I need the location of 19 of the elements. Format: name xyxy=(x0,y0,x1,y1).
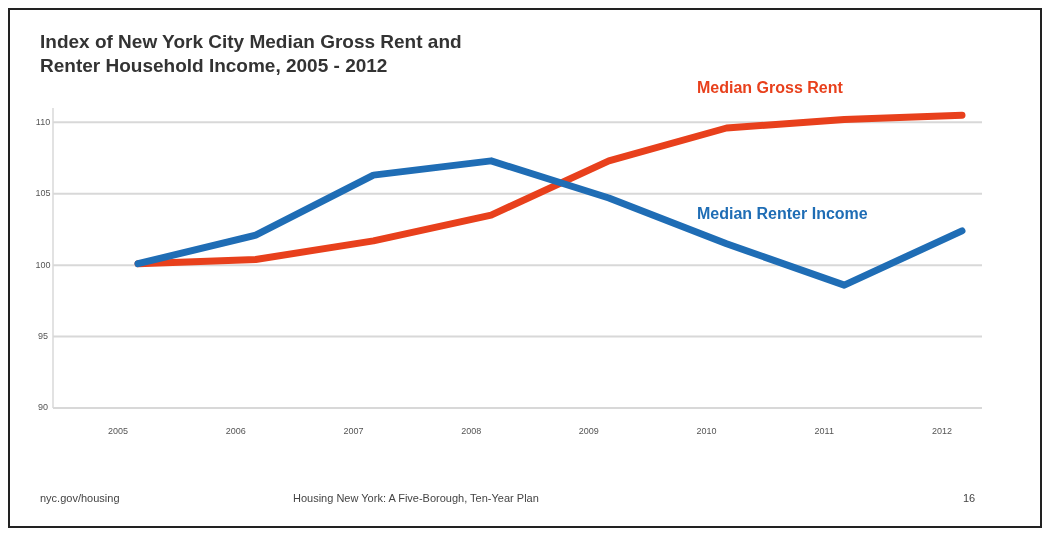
x-tick-label: 2006 xyxy=(225,426,246,436)
text: 16 xyxy=(963,492,976,504)
chart-title: Index of New York City Median Gross Rent and Renter Household Income, 2005 - 2012 xyxy=(40,31,462,76)
text: nyc.gov/housing xyxy=(40,492,120,504)
text: Housing New York: A Five-Borough, Ten-Year Plan xyxy=(293,492,539,504)
y-tick-label: 110 xyxy=(35,116,51,127)
x-tick-label: 2007 xyxy=(343,426,364,436)
series-label: Median Renter Income xyxy=(697,204,868,222)
x-tick-label: 2011 xyxy=(814,426,834,436)
x-tick-label: 2005 xyxy=(107,426,129,436)
x-tick-label: 2012 xyxy=(931,426,953,436)
series-label: Median Gross Rent xyxy=(697,79,844,97)
y-tick-label: 95 xyxy=(37,330,49,341)
x-tick-label: 2009 xyxy=(578,426,599,436)
y-tick-label: 100 xyxy=(35,259,51,270)
x-tick-label: 2008 xyxy=(461,426,482,436)
y-tick-label: 105 xyxy=(35,188,51,199)
x-tick-label: 2010 xyxy=(696,426,717,436)
y-tick-label: 90 xyxy=(37,402,49,413)
